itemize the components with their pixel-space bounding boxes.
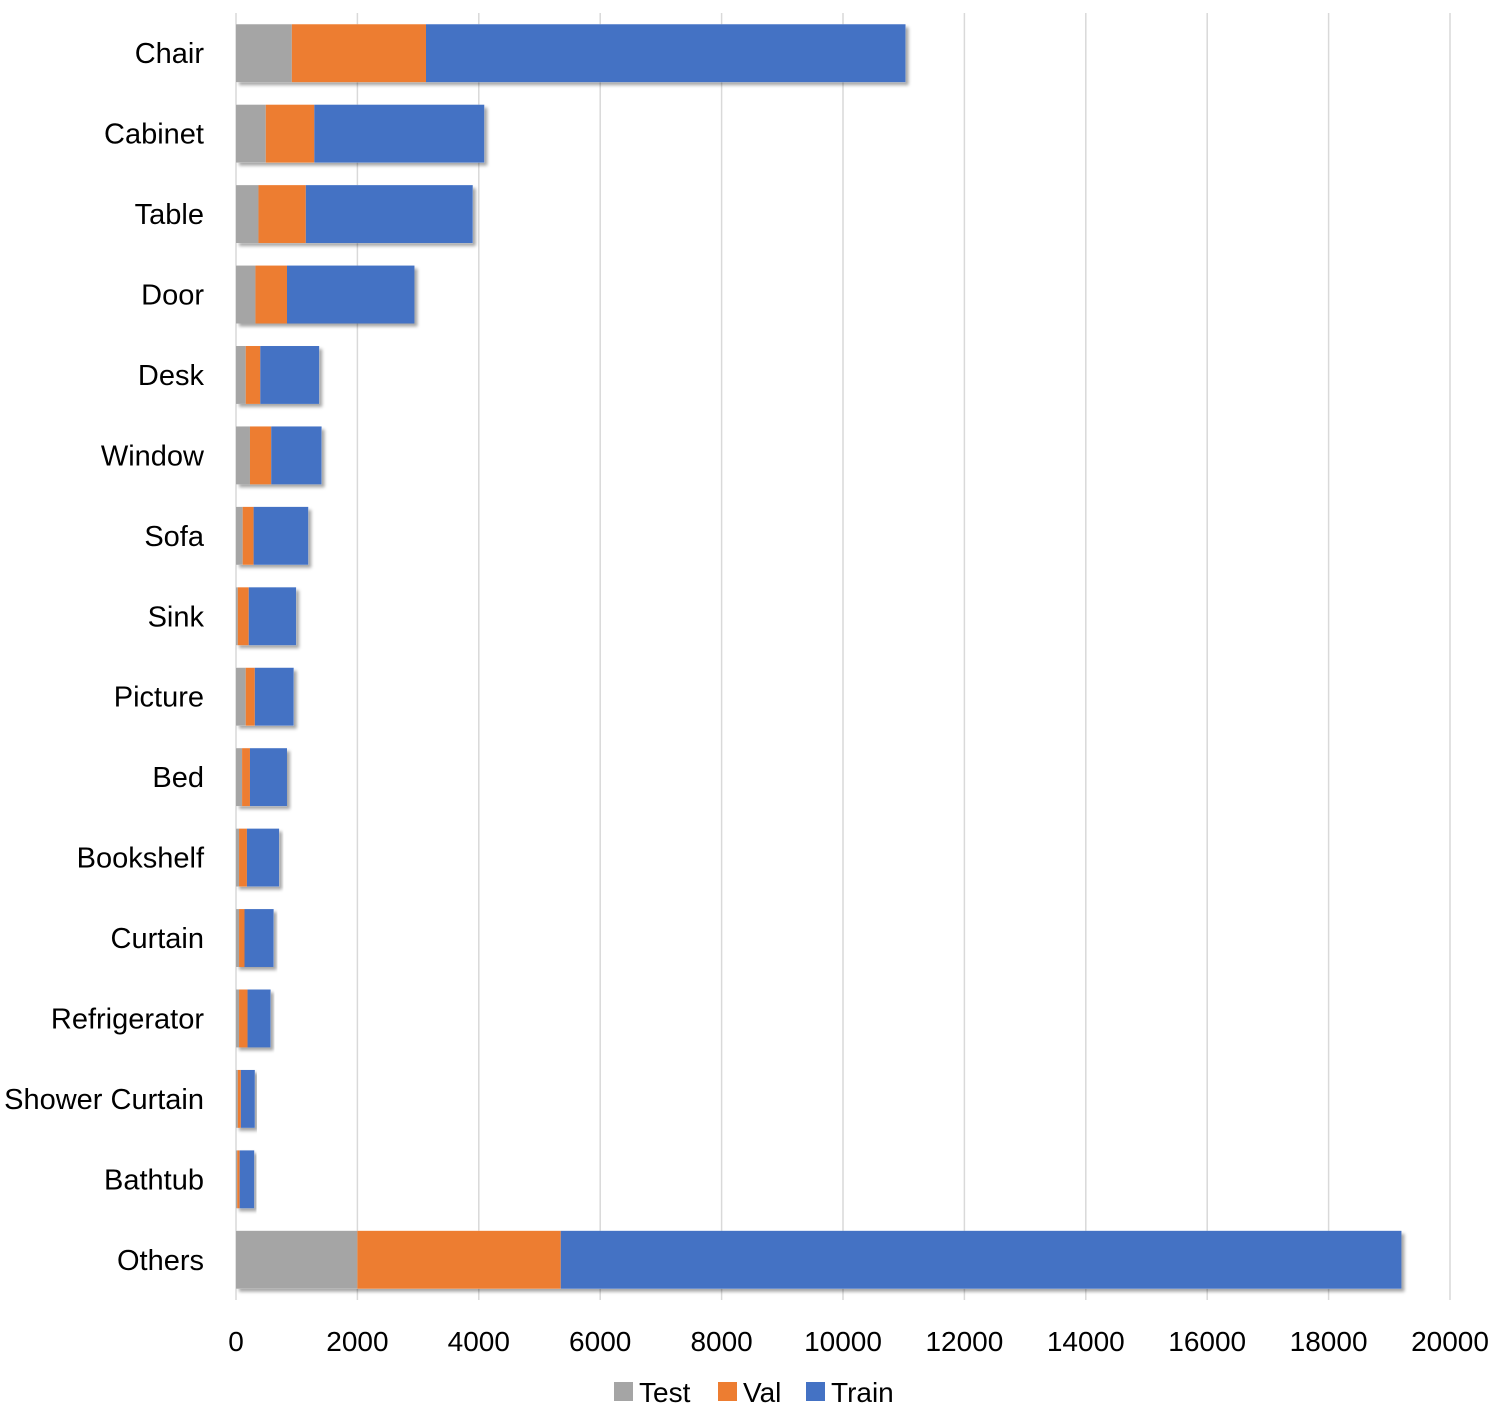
category-labels: Chair Cabinet Table Door Desk Window Sofa Sink P… (4, 38, 205, 1277)
category-label: Bookshelf (77, 843, 205, 875)
bar-val-cabinet (265, 104, 315, 163)
bar-train-desk (260, 346, 320, 404)
bar-train-table (305, 185, 473, 244)
bar-train-window (271, 426, 322, 485)
bar-test-sink (236, 587, 238, 646)
bar-test-desk (236, 346, 246, 404)
bar-val-door (255, 265, 287, 324)
legend-swatch-test (614, 1382, 633, 1401)
category-label: Chair (135, 38, 205, 70)
bar-train-picture (254, 667, 294, 726)
legend-swatch-val (718, 1382, 737, 1401)
bar-val-chair (291, 24, 426, 83)
bar-val-others (357, 1230, 561, 1289)
bar-test-others (236, 1230, 358, 1289)
bar-test-picture (236, 667, 246, 726)
bar-train-chair (425, 24, 906, 83)
bar-test-chair (236, 24, 292, 83)
bar-train-curtain (244, 909, 274, 967)
bar-val-bed (242, 748, 250, 807)
bar-val-sink (237, 587, 249, 646)
bar-val-desk (245, 346, 261, 404)
x-tick-label: 18000 (1290, 1326, 1368, 1357)
bar-test-refrigerator (236, 989, 240, 1048)
category-label: Refrigerator (51, 1003, 204, 1035)
legend-swatch-train (806, 1382, 825, 1401)
x-tick-label: 16000 (1168, 1326, 1246, 1357)
x-tick-label: 0 (228, 1326, 244, 1357)
bar-train-refrigerator (247, 989, 271, 1048)
bar-val-window (249, 426, 272, 485)
legend-label-val: Val (743, 1377, 781, 1408)
bar-train-bookshelf (246, 828, 280, 887)
category-label: Desk (138, 360, 205, 392)
category-label: Table (135, 199, 204, 231)
bar-val-bookshelf (239, 828, 247, 887)
bar-train-shower-curtain (240, 1069, 255, 1128)
bar-test-window (236, 426, 250, 485)
x-tick-label: 20000 (1411, 1326, 1489, 1357)
category-label: Shower Curtain (4, 1084, 204, 1116)
x-tick-label: 10000 (804, 1326, 882, 1357)
bar-train-sofa (253, 506, 309, 565)
x-tick-label: 8000 (690, 1326, 752, 1357)
category-label: Others (117, 1245, 204, 1277)
bar-test-curtain (236, 909, 240, 967)
category-label: Sofa (144, 521, 205, 553)
legend-label-train: Train (831, 1377, 894, 1408)
bars (236, 24, 1402, 1289)
bar-val-picture (245, 667, 255, 726)
legend: Test Val Train (614, 1377, 894, 1408)
x-tick-label: 14000 (1047, 1326, 1125, 1357)
bar-test-table (236, 185, 259, 244)
bar-test-sofa (236, 506, 243, 565)
bar-test-shower-curtain (236, 1069, 238, 1128)
bar-train-others (560, 1230, 1402, 1289)
x-tick-label: 4000 (448, 1326, 510, 1357)
x-tick-label: 12000 (925, 1326, 1003, 1357)
category-label: Picture (114, 682, 204, 714)
x-tick-label: 6000 (569, 1326, 631, 1357)
category-label: Sink (148, 601, 205, 633)
bar-val-refrigerator (239, 989, 248, 1048)
category-label: Bed (152, 762, 204, 794)
x-tick-label: 2000 (326, 1326, 388, 1357)
bar-train-sink (248, 587, 297, 646)
bar-test-cabinet (236, 104, 266, 163)
legend-label-test: Test (639, 1377, 691, 1408)
category-label: Window (101, 440, 205, 472)
category-label: Bathtub (104, 1164, 204, 1196)
category-label: Cabinet (104, 119, 204, 151)
bar-val-bathtub (237, 1150, 240, 1209)
bar-test-bed (236, 748, 243, 807)
bar-train-door (286, 265, 415, 324)
bar-val-sofa (242, 506, 254, 565)
category-label: Door (141, 280, 204, 312)
bar-val-table (258, 185, 306, 244)
bar-val-curtain (239, 909, 245, 967)
bar-test-bathtub (236, 1150, 238, 1209)
category-label: Curtain (111, 923, 205, 955)
bar-val-shower-curtain (237, 1069, 241, 1128)
bar-test-door (236, 265, 256, 324)
x-axis: 0 2000 4000 6000 8000 10000 12000 14000 16000 180… (228, 1326, 1489, 1357)
bar-train-bathtub (239, 1150, 255, 1209)
bar-train-cabinet (314, 104, 485, 163)
bar-train-bed (249, 748, 287, 807)
bar-test-bookshelf (236, 828, 240, 887)
